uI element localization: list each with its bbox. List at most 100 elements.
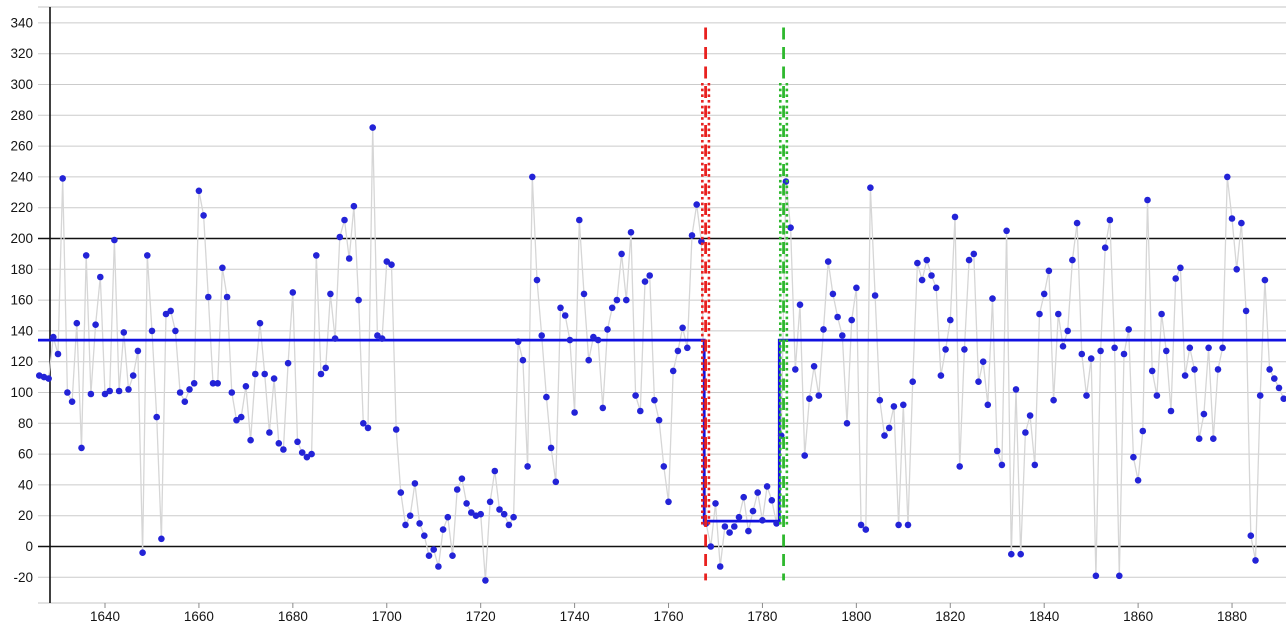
- data-point: [1205, 344, 1212, 352]
- data-point: [186, 386, 193, 393]
- y-tick-label-100: 100: [10, 385, 33, 400]
- data-point: [336, 233, 344, 241]
- data-point: [125, 386, 132, 393]
- green-changepoint-lines: [778, 27, 789, 581]
- data-point: [773, 520, 780, 527]
- data-point: [768, 497, 776, 504]
- data-point: [660, 463, 668, 470]
- data-point: [928, 272, 935, 279]
- x-tick-label-1720: 1720: [466, 609, 496, 624]
- data-point: [956, 463, 963, 470]
- data-point: [148, 327, 156, 335]
- data-point: [101, 390, 109, 398]
- data-point: [45, 375, 52, 382]
- data-point: [374, 332, 381, 339]
- data-point: [914, 259, 921, 267]
- data-point: [1228, 215, 1236, 222]
- data-point: [632, 392, 639, 399]
- data-point: [444, 513, 452, 521]
- y-tick-label-260: 260: [10, 139, 33, 154]
- data-point: [54, 350, 62, 358]
- y-tick-label-340: 340: [10, 15, 33, 30]
- data-point: [604, 326, 611, 333]
- data-point: [895, 521, 902, 529]
- x-tick-label-1760: 1760: [653, 609, 683, 624]
- data-point: [932, 284, 940, 292]
- x-axis-labels: 1640 1660 1680 1700 1720 1740 1760 1780 1800 1820…: [90, 603, 1247, 624]
- data-point: [627, 229, 635, 236]
- data-point: [693, 201, 700, 208]
- x-tick-label-1860: 1860: [1123, 609, 1153, 624]
- data-point: [181, 398, 189, 406]
- data-point: [862, 526, 870, 533]
- data-point: [115, 387, 123, 395]
- data-point: [1083, 392, 1090, 399]
- data-point: [1040, 290, 1048, 298]
- data-point: [92, 321, 99, 329]
- gridlines: [38, 6, 1286, 604]
- data-point: [275, 440, 283, 447]
- data-point: [900, 401, 907, 409]
- data-point: [1022, 429, 1029, 436]
- data-point: [1050, 396, 1057, 404]
- data-point: [449, 552, 456, 559]
- data-point: [317, 370, 325, 378]
- data-point: [252, 370, 259, 378]
- data-point: [416, 520, 423, 527]
- data-point: [571, 409, 578, 416]
- data-point: [167, 307, 174, 315]
- data-point: [1111, 344, 1118, 352]
- data-point: [172, 327, 179, 335]
- y-tick-label-220: 220: [10, 200, 33, 215]
- data-point: [313, 252, 320, 259]
- data-point: [580, 290, 588, 298]
- data-point: [1280, 395, 1286, 402]
- data-point: [853, 284, 860, 292]
- data-point: [242, 383, 250, 390]
- data-point: [500, 510, 508, 518]
- data-point: [1177, 264, 1184, 272]
- data-point: [1130, 453, 1137, 461]
- data-point: [529, 173, 536, 181]
- data-point: [970, 250, 978, 258]
- data-point: [561, 312, 569, 319]
- data-point: [355, 296, 362, 304]
- data-point: [1200, 410, 1208, 418]
- data-point: [552, 478, 560, 486]
- data-point: [1247, 532, 1255, 539]
- data-point: [331, 335, 339, 342]
- data-point: [176, 389, 184, 396]
- data-point: [78, 444, 85, 452]
- data-point: [1036, 310, 1043, 318]
- data-point: [1045, 267, 1053, 275]
- data-point: [228, 389, 236, 396]
- data-point: [716, 563, 724, 570]
- data-point: [1256, 392, 1264, 399]
- data-point: [1101, 244, 1109, 251]
- data-point: [951, 213, 959, 221]
- data-point: [590, 333, 597, 341]
- data-point: [514, 338, 522, 346]
- data-point: [599, 404, 607, 412]
- data-point: [1261, 276, 1269, 284]
- data-point: [937, 372, 945, 379]
- data-point: [1026, 412, 1034, 419]
- data-point: [308, 450, 315, 458]
- data-point: [1064, 327, 1071, 335]
- data-point: [904, 521, 912, 529]
- data-point: [519, 356, 527, 364]
- data-point: [820, 326, 827, 333]
- x-tick-label-1640: 1640: [90, 609, 120, 624]
- data-point: [270, 375, 278, 382]
- data-point: [533, 276, 541, 284]
- red-changepoint-lines: [701, 27, 711, 581]
- data-point: [1186, 344, 1194, 352]
- y-tick-label-0: 0: [25, 539, 33, 554]
- data-point: [646, 272, 653, 279]
- data-point: [1163, 347, 1170, 355]
- data-point: [463, 500, 470, 507]
- data-point: [402, 521, 409, 529]
- data-point: [411, 480, 419, 487]
- data-point: [421, 532, 428, 539]
